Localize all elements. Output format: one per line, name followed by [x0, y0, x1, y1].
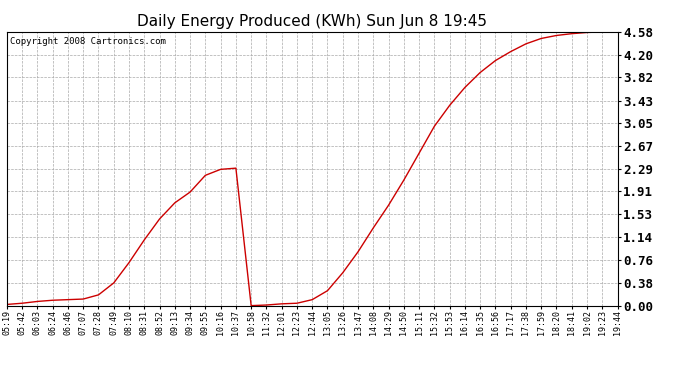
Text: Copyright 2008 Cartronics.com: Copyright 2008 Cartronics.com [10, 38, 166, 46]
Title: Daily Energy Produced (KWh) Sun Jun 8 19:45: Daily Energy Produced (KWh) Sun Jun 8 19… [137, 14, 487, 29]
